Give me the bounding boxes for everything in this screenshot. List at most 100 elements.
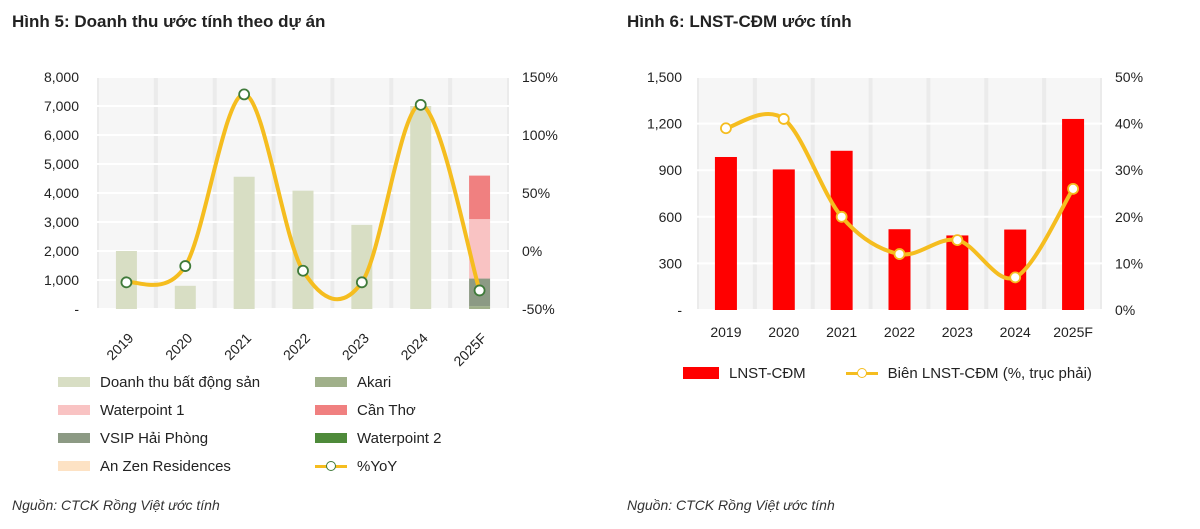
legend-entry: Doanh thu bất động sản — [58, 372, 315, 392]
revenue-chart: - 1,000 2,000 3,000 4,000 5,000 6,000 7,000 8,00… — [44, 69, 558, 369]
margin-point — [720, 122, 732, 135]
x-axis-tick-label: 2023 — [942, 324, 973, 340]
y2-axis-tick-label: 20% — [1115, 209, 1143, 225]
yoy-point — [238, 88, 251, 101]
y-axis-tick-label: 8,000 — [44, 69, 79, 85]
x-axis-tick-label: 2021 — [826, 324, 857, 340]
margin-point — [893, 248, 906, 260]
y-axis-tick-label: 4,000 — [44, 185, 79, 201]
legend-label: %YoY — [357, 457, 398, 475]
yoy-point — [297, 264, 309, 277]
legend-swatch — [315, 433, 347, 443]
y-axis-tick-label: 300 — [659, 255, 683, 271]
bar — [830, 150, 853, 310]
y2-axis-tick-label: 0% — [522, 243, 542, 259]
legend-label: LNST-CĐM — [729, 364, 806, 382]
y-axis-tick-label: 5,000 — [44, 156, 79, 172]
y-axis-tick-label: 7,000 — [44, 98, 79, 114]
yoy-point — [355, 276, 368, 289]
legend-swatch — [683, 367, 719, 379]
y-axis-tick-label: 3,000 — [44, 214, 79, 230]
y2-axis-tick-label: 50% — [522, 185, 550, 201]
margin-point — [777, 113, 790, 125]
y-axis-tick-label: 900 — [659, 162, 683, 178]
bar — [714, 156, 737, 310]
yoy-point — [179, 260, 192, 272]
bar — [469, 175, 491, 220]
x-axis-tick-label: 2022 — [280, 330, 313, 363]
x-axis-tick-label: 2024 — [1000, 324, 1031, 340]
legend-label: VSIP Hải Phòng — [100, 429, 209, 447]
legend-entry: Cần Thơ — [315, 400, 478, 420]
legend-entry: An Zen Residences — [58, 456, 315, 476]
yoy-point — [120, 276, 133, 289]
bar — [1062, 118, 1085, 310]
y2-axis-tick-label: 50% — [1115, 69, 1143, 85]
y-axis-tick-label: - — [74, 301, 79, 317]
bar — [772, 169, 795, 310]
legend-entry: Akari — [315, 372, 478, 392]
legend-label: Doanh thu bất động sản — [100, 373, 261, 391]
legend-entry: LNST-CĐM — [683, 363, 806, 383]
figure-6-title: Hình 6: LNST-CĐM ước tính — [627, 12, 852, 31]
margin-point — [835, 210, 848, 223]
y-axis-tick-label: 1,500 — [647, 69, 682, 85]
x-axis-tick-label: 2020 — [162, 330, 195, 363]
y-axis-tick-label: 6,000 — [44, 127, 79, 143]
x-axis-tick-label: 2020 — [768, 324, 799, 340]
x-axis-tick-label: 2023 — [339, 330, 372, 363]
figure-5-title: Hình 5: Doanh thu ước tính theo dự án — [12, 12, 326, 31]
y-axis-tick-label: 1,200 — [647, 116, 682, 132]
legend-swatch — [845, 366, 878, 380]
legend-swatch — [58, 405, 90, 415]
margin-point — [1067, 182, 1079, 195]
x-axis-tick-label: 2022 — [884, 324, 915, 340]
x-axis-tick-label: 2021 — [221, 330, 254, 363]
bar — [174, 285, 196, 309]
margin-point — [951, 234, 964, 247]
y2-axis-tick-label: 100% — [522, 127, 558, 143]
legend-swatch — [58, 433, 90, 443]
profit-chart: - 300 600 900 1,200 1,500 0% 10% 20% 30% 40% 50% 201… — [647, 69, 1143, 340]
y-axis-tick-label: 1,000 — [44, 272, 79, 288]
legend-entry: Biên LNST-CĐM (%, trục phải) — [845, 363, 1092, 383]
margin-point — [1009, 271, 1022, 284]
yoy-point — [414, 98, 427, 111]
legend-label: Akari — [357, 373, 392, 391]
legend-entry: %YoY — [315, 456, 478, 476]
legend-entry: Waterpoint 2 — [315, 428, 478, 448]
y2-axis-tick-label: 150% — [522, 69, 558, 85]
legend-entry: Waterpoint 1 — [58, 400, 315, 420]
legend-swatch — [315, 405, 347, 415]
bar — [469, 306, 491, 309]
profit-chart-legend: LNST-CĐM Biên LNST-CĐM (%, trục phải) — [683, 363, 1092, 383]
y-axis-tick-label: 600 — [659, 209, 683, 225]
bar — [1004, 229, 1027, 310]
legend-swatch — [58, 461, 90, 471]
revenue-chart-legend: Doanh thu bất động sản Akari Waterpoint 1 C… — [58, 372, 478, 476]
y2-axis-tick-label: 0% — [1115, 302, 1135, 318]
y2-axis-tick-label: -50% — [522, 301, 555, 317]
bar — [410, 106, 432, 309]
yoy-point — [473, 284, 486, 297]
legend-label: Biên LNST-CĐM (%, trục phải) — [887, 364, 1092, 382]
y-axis-tick-label: - — [677, 302, 682, 318]
figure-6-source: Nguồn: CTCK Rồng Việt ước tính — [627, 497, 835, 513]
bar — [888, 229, 911, 310]
y2-axis-tick-label: 30% — [1115, 162, 1143, 178]
bar — [233, 176, 255, 309]
x-axis-tick-label: 2019 — [103, 330, 136, 363]
x-axis-tick-label: 2019 — [710, 324, 741, 340]
legend-label: Waterpoint 2 — [357, 429, 442, 447]
legend-entry: VSIP Hải Phòng — [58, 428, 315, 448]
figure-5-source: Nguồn: CTCK Rồng Việt ước tính — [12, 497, 220, 513]
y-axis-tick-label: 2,000 — [44, 243, 79, 259]
y2-axis-tick-label: 10% — [1115, 255, 1143, 271]
legend-label: Cần Thơ — [357, 401, 416, 419]
y2-axis-tick-label: 40% — [1115, 116, 1143, 132]
legend-swatch — [315, 377, 347, 387]
legend-label: Waterpoint 1 — [100, 401, 185, 419]
x-axis-tick-label: 2025F — [1053, 324, 1093, 340]
legend-label: An Zen Residences — [100, 457, 231, 475]
legend-swatch — [315, 459, 347, 473]
